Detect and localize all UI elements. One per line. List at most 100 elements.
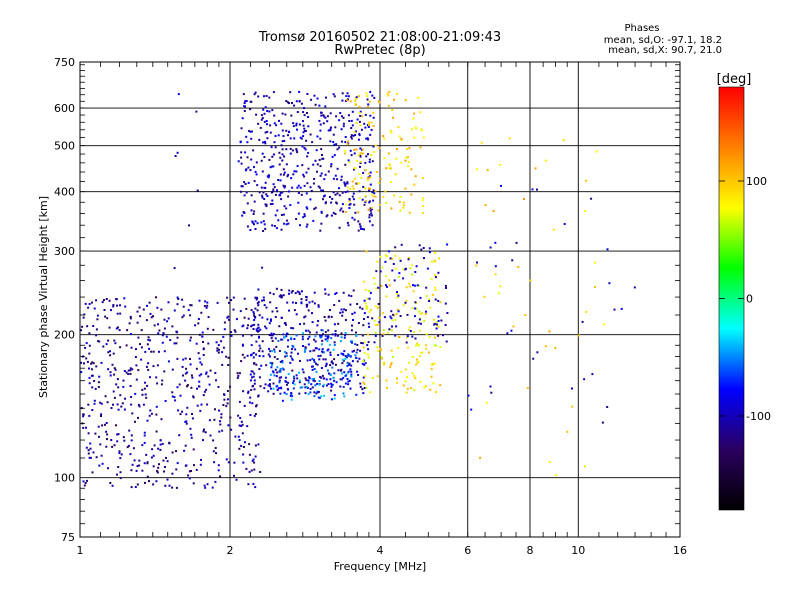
data-point bbox=[389, 167, 392, 170]
data-point bbox=[245, 135, 248, 138]
data-point bbox=[322, 195, 325, 198]
data-point bbox=[327, 129, 330, 132]
data-point bbox=[302, 135, 305, 138]
data-point bbox=[331, 155, 334, 158]
data-point bbox=[304, 392, 307, 395]
data-point bbox=[433, 322, 436, 325]
data-point bbox=[296, 377, 299, 380]
data-point bbox=[270, 387, 272, 390]
data-point bbox=[111, 445, 114, 448]
data-point bbox=[425, 310, 427, 313]
data-point bbox=[364, 187, 367, 190]
data-point bbox=[388, 167, 391, 170]
data-point bbox=[245, 307, 248, 310]
data-point bbox=[316, 170, 318, 173]
data-point bbox=[435, 327, 438, 330]
data-point bbox=[214, 372, 217, 374]
data-point bbox=[544, 159, 547, 162]
data-point bbox=[359, 165, 361, 168]
chart-title: Tromsø 20160502 21:08:00-21:09:43 bbox=[258, 30, 501, 45]
data-point bbox=[326, 115, 329, 118]
data-point bbox=[302, 216, 305, 219]
data-point bbox=[163, 470, 165, 473]
data-point bbox=[354, 103, 357, 106]
data-point bbox=[108, 299, 111, 302]
data-point bbox=[368, 158, 371, 161]
data-point bbox=[363, 228, 365, 231]
data-point bbox=[281, 361, 284, 364]
data-point bbox=[378, 100, 380, 103]
data-point bbox=[338, 146, 341, 149]
data-point bbox=[426, 267, 429, 270]
data-point bbox=[272, 183, 275, 186]
data-point bbox=[252, 149, 255, 152]
data-point bbox=[249, 100, 252, 103]
data-point bbox=[287, 381, 290, 384]
data-point bbox=[377, 181, 380, 184]
data-point bbox=[156, 364, 159, 367]
data-point bbox=[394, 334, 397, 337]
data-point bbox=[365, 304, 368, 307]
data-point bbox=[163, 350, 166, 353]
data-point bbox=[359, 162, 362, 164]
data-point bbox=[320, 172, 323, 175]
data-point bbox=[548, 461, 551, 464]
data-point bbox=[282, 168, 285, 171]
data-point bbox=[335, 115, 338, 118]
data-point bbox=[341, 311, 344, 314]
data-point bbox=[415, 265, 418, 268]
data-point bbox=[197, 322, 200, 325]
data-point bbox=[239, 310, 242, 313]
data-point bbox=[365, 250, 368, 253]
data-point bbox=[348, 161, 351, 164]
data-point bbox=[235, 478, 238, 481]
data-point bbox=[230, 299, 233, 302]
data-point bbox=[367, 208, 370, 211]
data-point bbox=[358, 105, 361, 108]
data-point bbox=[285, 129, 288, 132]
data-point bbox=[299, 136, 302, 139]
data-point bbox=[283, 222, 286, 225]
data-point bbox=[435, 391, 438, 393]
data-point bbox=[275, 287, 278, 290]
data-point bbox=[242, 334, 244, 337]
data-point bbox=[360, 128, 363, 131]
data-point bbox=[276, 358, 279, 360]
data-point bbox=[583, 465, 586, 468]
data-point bbox=[415, 343, 418, 346]
data-point bbox=[317, 304, 320, 307]
data-point bbox=[207, 375, 210, 378]
data-point bbox=[340, 352, 343, 355]
data-point bbox=[375, 287, 378, 290]
data-point bbox=[282, 184, 285, 187]
data-point bbox=[281, 191, 284, 194]
data-point bbox=[397, 126, 400, 129]
data-point bbox=[118, 452, 121, 454]
data-point bbox=[355, 393, 358, 396]
data-point bbox=[220, 340, 223, 343]
data-point bbox=[229, 385, 231, 388]
data-point bbox=[339, 378, 342, 381]
data-point bbox=[271, 191, 274, 194]
data-point bbox=[114, 342, 117, 345]
data-point bbox=[425, 333, 428, 335]
data-point bbox=[191, 413, 193, 415]
data-point bbox=[428, 298, 431, 301]
data-point bbox=[258, 376, 261, 379]
data-point bbox=[320, 329, 323, 332]
data-point bbox=[197, 318, 200, 320]
data-point bbox=[250, 370, 253, 373]
data-point bbox=[110, 407, 113, 409]
data-point bbox=[198, 380, 201, 383]
data-point bbox=[241, 353, 244, 356]
data-point bbox=[368, 100, 371, 103]
data-point bbox=[258, 335, 260, 338]
data-point bbox=[149, 409, 152, 412]
data-point bbox=[445, 340, 448, 343]
data-point bbox=[248, 130, 251, 132]
data-point bbox=[173, 342, 176, 345]
x-tick-label: 10 bbox=[571, 544, 585, 557]
data-point bbox=[361, 198, 364, 201]
data-point bbox=[273, 141, 276, 144]
